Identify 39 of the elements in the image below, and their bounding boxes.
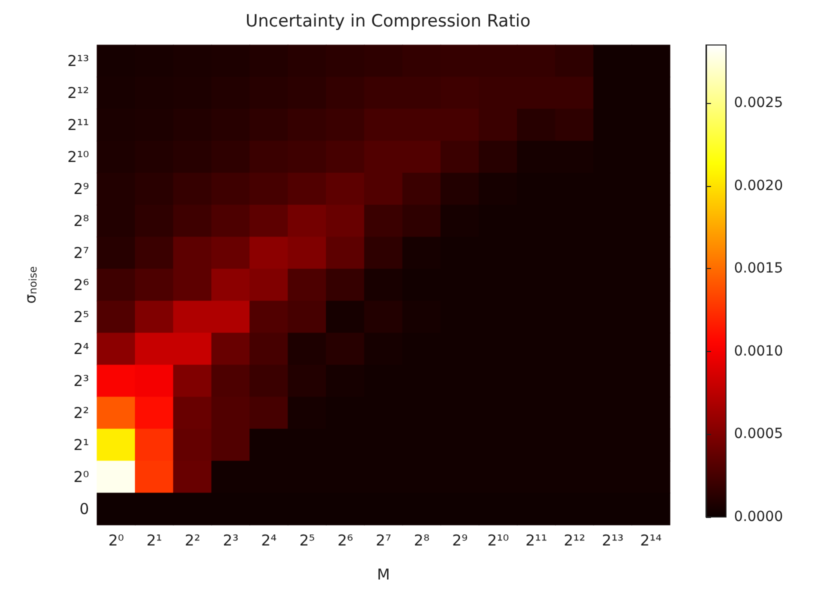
x-tick-label: 2³ bbox=[222, 532, 238, 550]
x-tick-label: 2⁴ bbox=[261, 532, 277, 550]
color-bar-label: 0.0010 bbox=[734, 343, 783, 360]
x-tick-label: 2¹⁰ bbox=[487, 532, 509, 550]
x-tick-label: 2⁸ bbox=[414, 532, 430, 550]
color-bar-label: 0.0015 bbox=[734, 260, 783, 277]
y-axis-title: σnoise bbox=[22, 266, 40, 304]
y-tick-label: 2¹ bbox=[73, 436, 89, 454]
y-tick-label: 2¹³ bbox=[67, 52, 89, 70]
y-tick-label: 0 bbox=[79, 500, 89, 518]
x-tick-label: 2⁶ bbox=[338, 532, 354, 550]
y-tick-label: 2⁰ bbox=[73, 468, 89, 486]
x-tick-label: 2¹² bbox=[564, 532, 586, 550]
y-tick-label: 2¹⁰ bbox=[67, 148, 89, 166]
y-tick-label: 2⁶ bbox=[73, 276, 89, 294]
color-bar-label: 0.0005 bbox=[734, 426, 783, 442]
color-bar-label: 0.0025 bbox=[734, 94, 783, 111]
color-bar-label: 0.0000 bbox=[734, 509, 783, 525]
y-tick-label: 2⁵ bbox=[73, 308, 89, 326]
x-tick-label: 2⁰ bbox=[108, 532, 124, 550]
x-tick-label: 2¹ bbox=[146, 532, 162, 550]
y-tick-label: 2⁷ bbox=[73, 244, 89, 262]
x-tick-label: 2¹³ bbox=[602, 532, 624, 550]
y-tick-label: 2¹¹ bbox=[67, 116, 89, 134]
x-tick-label: 2⁵ bbox=[299, 532, 315, 550]
y-tick-label: 2² bbox=[73, 404, 89, 422]
x-tick-label: 2¹⁴ bbox=[640, 532, 662, 550]
y-tick-label: 2³ bbox=[73, 372, 89, 390]
x-tick-label: 2¹¹ bbox=[526, 532, 548, 550]
y-tick-label: 2¹² bbox=[67, 84, 89, 102]
x-tick-label: 2⁹ bbox=[452, 532, 468, 550]
chart-title: Uncertainty in Compression Ratio bbox=[246, 12, 530, 32]
x-tick-label: 2⁷ bbox=[376, 532, 392, 550]
x-axis-title: M bbox=[377, 566, 390, 584]
color-bar-label: 0.0020 bbox=[734, 178, 783, 194]
x-tick-label: 2² bbox=[184, 532, 200, 550]
y-tick-label: 2⁴ bbox=[73, 340, 89, 358]
y-tick-label: 2⁹ bbox=[73, 180, 89, 198]
y-tick-label: 2⁸ bbox=[73, 212, 89, 230]
